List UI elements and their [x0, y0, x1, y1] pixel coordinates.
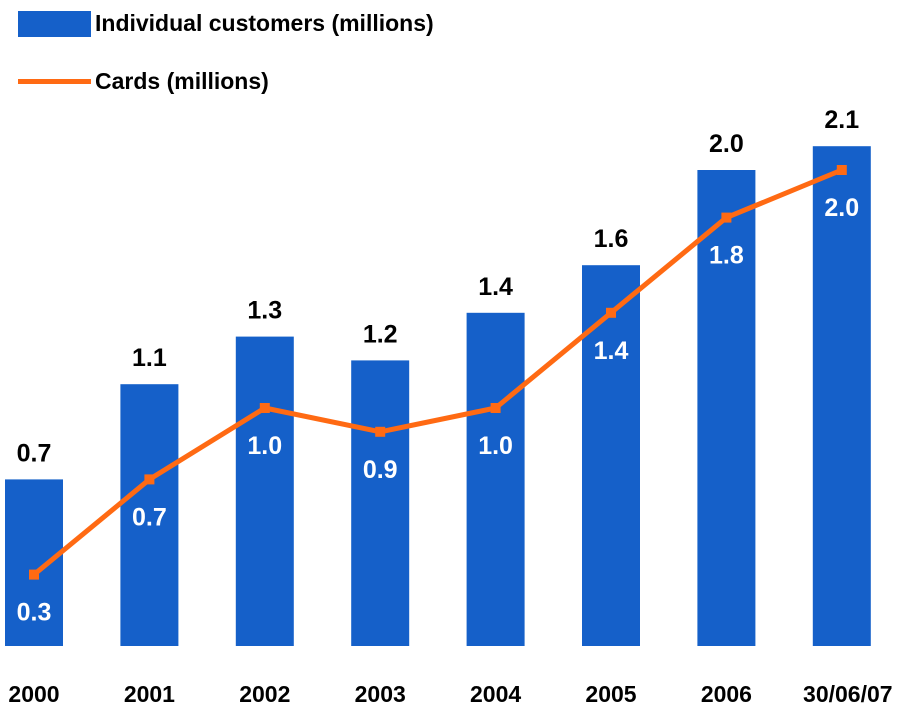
legend-label-cards: Cards (millions)	[95, 68, 269, 94]
line-value-label: 0.7	[132, 503, 167, 531]
bar-value-label: 0.7	[17, 439, 52, 467]
bar-value-label: 1.3	[247, 297, 282, 325]
line-marker-cards	[259, 403, 270, 413]
line-value-label: 1.4	[594, 337, 629, 365]
bar-customers	[235, 336, 294, 646]
bar-customers	[466, 312, 525, 646]
bar-customers	[697, 170, 756, 646]
x-tick-label: 30/06/07	[803, 681, 893, 707]
bar-value-label: 2.1	[824, 106, 859, 134]
x-tick-label: 2001	[124, 681, 175, 707]
bar-customers	[812, 146, 871, 646]
line-marker-cards	[144, 474, 155, 485]
line-cards	[32, 167, 843, 577]
bar-customers	[120, 384, 179, 646]
bar-value-label: 2.0	[709, 130, 744, 158]
x-tick-label: 2006	[701, 681, 752, 707]
legend-swatch-line	[18, 79, 91, 84]
legend-item-cards: Cards (millions)	[18, 68, 269, 95]
line-marker-cards	[490, 403, 501, 413]
line-value-label: 0.9	[363, 456, 398, 484]
line-marker-cards	[836, 165, 847, 175]
x-tick-label: 2004	[470, 681, 521, 707]
x-tick-label: 2005	[585, 681, 636, 707]
bar-value-label: 1.6	[594, 225, 629, 253]
bar-customers	[351, 360, 410, 646]
x-tick-label: 2002	[239, 681, 290, 707]
legend-swatch-bar	[18, 10, 91, 37]
line-marker-cards	[606, 307, 616, 318]
bar-customers	[5, 479, 63, 646]
bar-value-label: 1.4	[478, 273, 513, 301]
line-marker-cards	[375, 426, 386, 437]
line-value-label: 0.3	[17, 599, 52, 627]
x-tick-label: 2000	[8, 681, 59, 707]
line-value-label: 1.8	[709, 242, 744, 270]
line-marker-cards	[29, 569, 39, 580]
line-value-label: 2.0	[824, 194, 859, 222]
line-value-label: 1.0	[247, 432, 282, 460]
x-tick-label: 2003	[355, 681, 406, 707]
line-value-label: 1.0	[478, 432, 513, 460]
legend-item-customers: Individual customers (millions)	[18, 10, 434, 37]
bar-value-label: 1.2	[363, 320, 398, 348]
legend-label-customers: Individual customers (millions)	[95, 10, 434, 36]
bar-value-label: 1.1	[132, 344, 167, 372]
line-marker-cards	[721, 212, 732, 223]
bar-customers	[582, 265, 640, 646]
